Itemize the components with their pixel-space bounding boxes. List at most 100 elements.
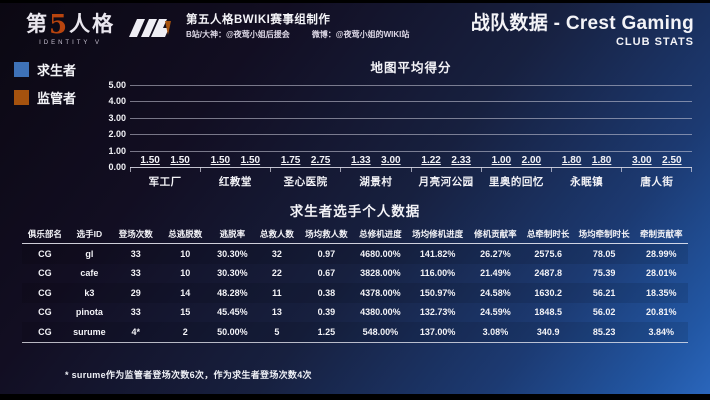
header-cell: 总救人数	[259, 228, 294, 239]
table-cell: 1.25	[317, 326, 336, 337]
legend-survivor-label: 求生者	[37, 63, 77, 78]
category-label: 湖景村	[359, 176, 393, 188]
table-cell: 0.97	[317, 248, 336, 259]
bar-value-label: 1.80	[561, 155, 582, 166]
table-cell: 0.67	[317, 268, 336, 279]
table-cell: 4*	[131, 326, 140, 337]
category-label: 军工厂	[148, 176, 182, 188]
gridline	[130, 101, 692, 103]
table-cell: 33	[130, 248, 141, 259]
category-label: 唐人街	[640, 176, 674, 188]
table-cell: 0.38	[317, 287, 336, 298]
header-cell: 总牵制时长	[526, 228, 570, 239]
table-cell: 116.00%	[420, 268, 456, 279]
table-cell: 30.30%	[217, 268, 248, 279]
header-cell: 逃脱率	[219, 228, 246, 239]
table-cell: 24.58%	[480, 287, 511, 298]
table-cell: 14	[180, 287, 191, 298]
header-cell: 牵制贡献率	[640, 228, 683, 239]
table-cell: cafe	[80, 268, 99, 279]
table-cell: 11	[272, 287, 282, 298]
plot-area: 1.50 1.50 1.50 1.50 1.75 2.75 1.33 3.00 1.22 2.33…	[130, 85, 692, 167]
table-cell: 45.45%	[217, 307, 248, 318]
y-tick-label: 1.00	[108, 145, 126, 156]
chart-legend: 求生者 监管者	[14, 60, 76, 116]
x-axis-category-labels: 军工厂 红教堂 圣心医院 湖景村 月亮河公园 里奥的回忆 永眠镇 唐人街	[130, 174, 692, 189]
table-cell: 4378.00%	[360, 287, 401, 298]
x-tick	[620, 167, 692, 172]
table-cell: 50.00%	[217, 326, 248, 337]
table-cell: CG	[38, 287, 52, 298]
bar-group: 1.50 1.50	[130, 85, 200, 167]
table-cell: 3.08%	[482, 326, 509, 337]
bar-value-label: 2.33	[451, 155, 471, 166]
table-cell: 75.39	[592, 268, 616, 279]
table-cell: 15	[180, 307, 191, 318]
bar-group: 1.50 1.50	[200, 85, 270, 167]
table-cell: 132.73%	[419, 307, 456, 318]
survivor-color-swatch	[14, 62, 29, 77]
table-cell: k3	[84, 287, 95, 298]
credit-weibo: 微博：@夜莺小姐的WIKI站	[311, 30, 410, 40]
table-cell: 3.84%	[648, 326, 675, 337]
legend-item-hunter: 监管者	[14, 88, 76, 107]
page-subtitle: CLUB STATS	[615, 36, 694, 48]
table-cell: 56.21	[592, 287, 616, 298]
x-tick	[200, 167, 270, 172]
table-cell: 10	[180, 248, 191, 259]
category-label: 里奥的回忆	[488, 176, 544, 188]
table-cell: 30.30%	[217, 248, 248, 259]
table-cell: 85.23	[592, 326, 616, 337]
table-cell: 0.39	[317, 307, 336, 318]
legend-item-survivor: 求生者	[14, 60, 76, 79]
table-row: CG cafe 33 10 30.30% 22 0.67 3828.00% 116.00% 21.…	[22, 264, 688, 284]
page-title-block: 战队数据 - Crest Gaming CLUB STATS	[471, 8, 694, 48]
player-stats-table: 俱乐部名 选手ID 登场次数 总逃脱数 逃脱率 总救人数 场均救人数 总修机进度 场均修机进度修…	[22, 224, 688, 343]
x-axis-ticks	[130, 167, 692, 172]
bar-value-label: 1.00	[491, 155, 512, 166]
y-tick-label: 4.00	[108, 96, 126, 107]
y-axis-tick-labels: 5.00 4.00 3.00 2.00 1.00 0.00	[96, 80, 126, 172]
table-cell: 1630.2	[534, 287, 562, 298]
header-cell: 俱乐部名	[27, 228, 62, 239]
header-cell: 登场次数	[118, 228, 153, 239]
table-cell: 3828.00%	[360, 268, 401, 279]
table-row: CG gl 33 10 30.30% 32 0.97 4680.00% 141.82% 26.27…	[22, 244, 688, 264]
bar-value-label: 1.80	[591, 155, 612, 166]
table-cell: 33	[130, 268, 141, 279]
bar-group: 1.22 2.33	[411, 85, 481, 167]
table-cell: 141.82%	[419, 248, 456, 259]
table-cell: CG	[38, 248, 52, 259]
page-title: 战队数据 - Crest Gaming	[470, 13, 694, 34]
table-cell: CG	[38, 268, 52, 279]
identity-v-logo: 第5人格 IDENTITY V	[26, 12, 173, 46]
bar-value-label: 1.50	[240, 155, 261, 166]
y-tick-label: 2.00	[108, 129, 126, 140]
bar-value-label: 1.50	[140, 155, 160, 166]
table-cell: 32	[271, 248, 282, 259]
y-tick-label: 0.00	[108, 162, 126, 172]
category-label: 红教堂	[218, 176, 252, 188]
table-cell: 33	[130, 307, 141, 318]
credit-bilibili: B站/大神：@夜莺小姐后援会	[186, 30, 290, 40]
table-cell: surume	[73, 326, 106, 337]
y-tick-label: 3.00	[108, 112, 126, 123]
x-tick	[410, 167, 481, 172]
bar-group: 1.33 3.00	[341, 85, 411, 167]
credit-title: 第五人格BWIKI赛事组制作	[186, 14, 331, 26]
gridline	[130, 134, 692, 136]
x-tick	[270, 167, 340, 172]
header-cell: 总逃脱数	[168, 228, 203, 239]
bar-value-label: 2.75	[310, 155, 331, 166]
header-cell: 修机贡献率	[474, 228, 517, 239]
bar-value-label: 1.22	[421, 155, 441, 166]
logo-subtitle: IDENTITY V	[39, 40, 102, 46]
table-cell: 21.49%	[480, 268, 511, 279]
bar-group: 1.75 2.75	[271, 85, 341, 167]
legend-hunter-label: 监管者	[37, 91, 77, 106]
header-cell: 场均牵制时长	[578, 228, 630, 239]
bar-group: 1.80 1.80	[552, 85, 622, 167]
header-cell: 选手ID	[76, 228, 103, 239]
gridline	[130, 150, 692, 152]
